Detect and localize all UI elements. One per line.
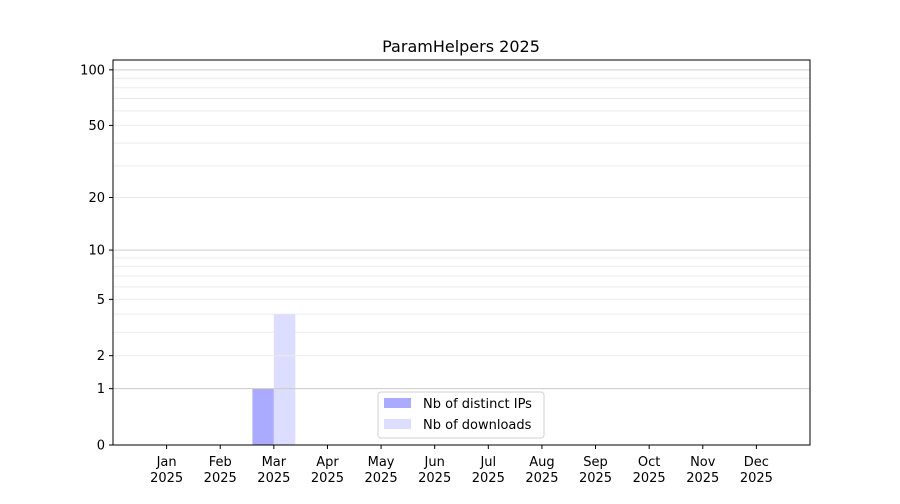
y-tick-label: 1	[97, 382, 105, 397]
x-tick-label-year: 2025	[204, 471, 237, 486]
x-tick-label: Apr	[316, 455, 339, 470]
x-tick-label: Feb	[209, 455, 232, 470]
x-tick-label-year: 2025	[472, 471, 505, 486]
legend-label: Nb of downloads	[423, 418, 532, 433]
y-tick-label: 0	[97, 439, 105, 454]
x-tick-label: Jul	[479, 455, 496, 470]
x-tick-label: May	[368, 455, 395, 470]
x-tick-label-year: 2025	[257, 471, 290, 486]
y-tick-label: 10	[88, 244, 105, 259]
x-tick-label-year: 2025	[740, 471, 773, 486]
x-tick-label-year: 2025	[150, 471, 183, 486]
x-tick-label: Nov	[690, 455, 716, 470]
plot-frame	[112, 59, 811, 446]
x-tick-label: Oct	[638, 455, 660, 470]
chart-title: ParamHelpers 2025	[382, 37, 540, 56]
major-gridlines	[113, 69, 810, 390]
y-tick-label: 5	[97, 293, 105, 308]
legend: Nb of distinct IPs Nb of downloads	[377, 391, 545, 439]
x-tick-label: Aug	[529, 455, 554, 470]
y-tick-label: 50	[88, 119, 105, 134]
x-axis: Jan2025Feb2025Mar2025Apr2025May2025Jun20…	[150, 445, 773, 486]
x-tick-label-year: 2025	[525, 471, 558, 486]
x-tick-label: Mar	[262, 455, 287, 470]
bar-nb-of-downloads	[273, 314, 296, 445]
x-tick-label: Jan	[156, 455, 177, 470]
legend-box	[377, 391, 545, 439]
x-tick-label-year: 2025	[579, 471, 612, 486]
bar-nb-of-distinct-ips	[252, 388, 274, 445]
y-tick-label: 20	[88, 191, 105, 206]
x-tick-label-year: 2025	[311, 471, 344, 486]
x-tick-label: Sep	[583, 455, 608, 470]
x-tick-label: Dec	[744, 455, 769, 470]
x-tick-label: Jun	[424, 455, 445, 470]
legend-swatch	[384, 419, 411, 429]
bars	[252, 314, 296, 445]
y-axis: 0 1 2 5 10 20 50 100	[80, 63, 113, 454]
x-tick-label-year: 2025	[633, 471, 666, 486]
gridlines	[113, 77, 810, 333]
x-tick-label-year: 2025	[418, 471, 451, 486]
y-tick-label: 2	[97, 349, 105, 364]
legend-label: Nb of distinct IPs	[423, 397, 532, 412]
x-tick-label-year: 2025	[686, 471, 719, 486]
legend-swatch	[384, 398, 411, 408]
y-tick-label: 100	[80, 63, 105, 78]
x-tick-label-year: 2025	[365, 471, 398, 486]
